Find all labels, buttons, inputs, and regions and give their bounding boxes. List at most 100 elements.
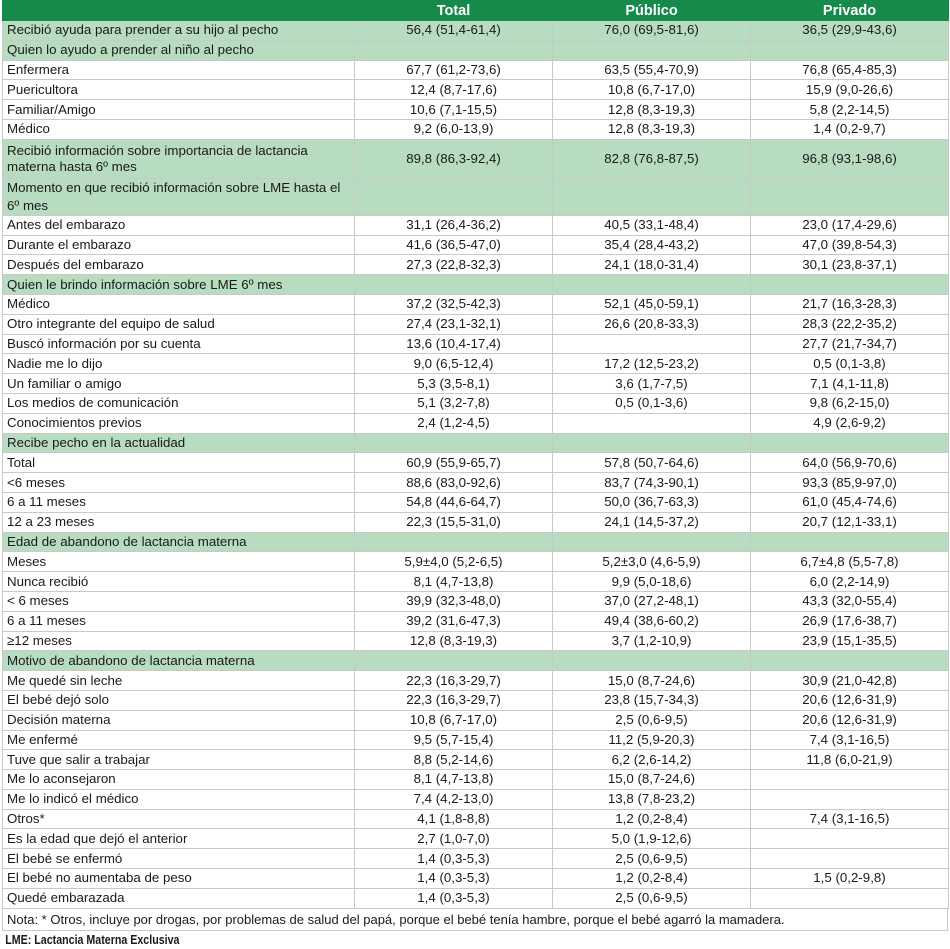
cell-total: 54,8 (44,6-64,7) bbox=[354, 491, 553, 513]
table-row: Me lo aconsejaron 8,1 (4,7-13,8) 15,0 (8,7… bbox=[2, 769, 949, 790]
cell-publico: 11,2 (5,9-20,3) bbox=[552, 729, 751, 751]
row-label: Quedé embarazada bbox=[2, 887, 355, 909]
header-total: Total bbox=[354, 0, 553, 21]
cell-total bbox=[354, 531, 553, 553]
cell-privado bbox=[750, 887, 949, 909]
row-label: Nadie me lo dijo bbox=[2, 353, 355, 375]
table-row: Antes del embarazo 31,1 (26,4-36,2) 40,5 (… bbox=[2, 214, 949, 236]
cell-total: 8,1 (4,7-13,8) bbox=[354, 571, 553, 592]
cell-publico: 35,4 (28,4-43,2) bbox=[552, 234, 751, 256]
cell-total bbox=[354, 274, 553, 295]
cell-privado: 7,1 (4,1-11,8) bbox=[750, 373, 949, 394]
section-row: Recibió ayuda para prender a su hijo al … bbox=[2, 20, 949, 41]
cell-total: 67,7 (61,2-73,6) bbox=[354, 59, 553, 81]
header-publico: Público bbox=[552, 0, 751, 21]
cell-privado: 43,3 (32,0-55,4) bbox=[750, 590, 949, 612]
cell-publico bbox=[552, 333, 751, 355]
row-label: Motivo de abandono de lactancia materna bbox=[2, 650, 355, 672]
row-label: Antes del embarazo bbox=[2, 214, 355, 236]
row-label: Meses bbox=[2, 551, 355, 573]
cell-privado: 47,0 (39,8-54,3) bbox=[750, 234, 949, 256]
cell-publico: 2,5 (0,6-9,5) bbox=[552, 709, 751, 731]
row-label: Otro integrante del equipo de salud bbox=[2, 313, 355, 335]
table-row: Médico 37,2 (32,5-42,3) 52,1 (45,0-59,1) 21… bbox=[2, 293, 949, 315]
cell-publico: 3,6 (1,7-7,5) bbox=[552, 373, 751, 394]
cell-privado: 7,4 (3,1-16,5) bbox=[750, 808, 949, 830]
table-row: Me lo indicó el médico 7,4 (4,2-13,0) 13,8… bbox=[2, 788, 949, 810]
row-label: 12 a 23 meses bbox=[2, 511, 355, 533]
cell-total: 1,4 (0,3-5,3) bbox=[354, 887, 553, 909]
cell-total: 8,8 (5,2-14,6) bbox=[354, 749, 553, 771]
cell-total: 39,9 (32,3-48,0) bbox=[354, 590, 553, 612]
cell-total: 1,4 (0,3-5,3) bbox=[354, 848, 553, 870]
cell-publico: 1,2 (0,2-8,4) bbox=[552, 808, 751, 830]
cell-total: 31,1 (26,4-36,2) bbox=[354, 214, 553, 236]
cell-publico bbox=[552, 274, 751, 295]
row-label: Puericultora bbox=[2, 79, 355, 101]
cell-publico: 57,8 (50,7-64,6) bbox=[552, 452, 751, 474]
section-row: Edad de abandono de lactancia materna bbox=[2, 531, 949, 553]
cell-total: 22,3 (16,3-29,7) bbox=[354, 689, 553, 711]
row-label: Familiar/Amigo bbox=[2, 99, 355, 120]
row-label: Me enfermé bbox=[2, 729, 355, 751]
section-row: Recibe pecho en la actualidad bbox=[2, 432, 949, 454]
row-label: Recibió información sobre importancia de… bbox=[2, 138, 355, 179]
cell-publico: 1,2 (0,2-8,4) bbox=[552, 868, 751, 889]
cell-publico: 49,4 (38,6-60,2) bbox=[552, 610, 751, 632]
row-label: Después del embarazo bbox=[2, 254, 355, 276]
cell-privado: 1,5 (0,2-9,8) bbox=[750, 868, 949, 889]
cell-privado: 5,8 (2,2-14,5) bbox=[750, 99, 949, 120]
cell-publico bbox=[552, 39, 751, 61]
cell-privado: 27,7 (21,7-34,7) bbox=[750, 333, 949, 355]
table-row: Familiar/Amigo 10,6 (7,1-15,5) 12,8 (8,3-1… bbox=[2, 99, 949, 120]
row-label: Buscó información por su cuenta bbox=[2, 333, 355, 355]
cell-privado bbox=[750, 769, 949, 790]
row-label: 6 a 11 meses bbox=[2, 491, 355, 513]
cell-privado bbox=[750, 788, 949, 810]
cell-publico: 63,5 (55,4-70,9) bbox=[552, 59, 751, 81]
cell-publico: 3,7 (1,2-10,9) bbox=[552, 630, 751, 652]
cell-privado: 64,0 (56,9-70,6) bbox=[750, 452, 949, 474]
cell-total bbox=[354, 39, 553, 61]
cell-privado bbox=[750, 432, 949, 454]
row-label: Médico bbox=[2, 118, 355, 140]
table-row: < 6 meses 39,9 (32,3-48,0) 37,0 (27,2-48,1… bbox=[2, 590, 949, 612]
cell-privado bbox=[750, 39, 949, 61]
cell-total: 60,9 (55,9-65,7) bbox=[354, 452, 553, 474]
cell-privado: 6,7±4,8 (5,5-7,8) bbox=[750, 551, 949, 573]
cell-total: 22,3 (16,3-29,7) bbox=[354, 670, 553, 691]
table-row: 6 a 11 meses 54,8 (44,6-64,7) 50,0 (36,7-6… bbox=[2, 491, 949, 513]
section-row: Recibió información sobre importancia de… bbox=[2, 138, 949, 179]
cell-publico: 37,0 (27,2-48,1) bbox=[552, 590, 751, 612]
row-label: Me lo indicó el médico bbox=[2, 788, 355, 810]
cell-total: 5,3 (3,5-8,1) bbox=[354, 373, 553, 394]
table-row: Tuve que salir a trabajar 8,8 (5,2-14,6) 6… bbox=[2, 749, 949, 771]
cell-total: 88,6 (83,0-92,6) bbox=[354, 472, 553, 493]
row-label: Enfermera bbox=[2, 59, 355, 81]
cell-total: 7,4 (4,2-13,0) bbox=[354, 788, 553, 810]
header-privado: Privado bbox=[750, 0, 949, 21]
table-row: Otros* 4,1 (1,8-8,8) 1,2 (0,2-8,4) 7,4 (3,1… bbox=[2, 808, 949, 830]
cell-privado: 61,0 (45,4-74,6) bbox=[750, 491, 949, 513]
cell-privado: 4,9 (2,6-9,2) bbox=[750, 412, 949, 434]
table-row: <6 meses 88,6 (83,0-92,6) 83,7 (74,3-90,1)… bbox=[2, 472, 949, 493]
row-label: Es la edad que dejó el anterior bbox=[2, 828, 355, 850]
cell-total: 10,8 (6,7-17,0) bbox=[354, 709, 553, 731]
cell-privado: 21,7 (16,3-28,3) bbox=[750, 293, 949, 315]
cell-privado: 30,1 (23,8-37,1) bbox=[750, 254, 949, 276]
cell-privado bbox=[750, 177, 949, 216]
cell-privado: 28,3 (22,2-35,2) bbox=[750, 313, 949, 335]
cell-total: 12,8 (8,3-19,3) bbox=[354, 630, 553, 652]
cell-privado: 1,4 (0,2-9,7) bbox=[750, 118, 949, 140]
row-label: Quien le brindo información sobre LME 6º… bbox=[2, 274, 355, 295]
cell-publico bbox=[552, 432, 751, 454]
cell-publico: 5,2±3,0 (4,6-5,9) bbox=[552, 551, 751, 573]
table-row: ≥12 meses 12,8 (8,3-19,3) 3,7 (1,2-10,9) 23… bbox=[2, 630, 949, 652]
cell-publico: 50,0 (36,7-63,3) bbox=[552, 491, 751, 513]
cell-total: 89,8 (86,3-92,4) bbox=[354, 138, 553, 179]
cell-privado: 0,5 (0,1-3,8) bbox=[750, 353, 949, 375]
cell-privado: 20,6 (12,6-31,9) bbox=[750, 709, 949, 731]
table-row: Después del embarazo 27,3 (22,8-32,3) 24,1… bbox=[2, 254, 949, 276]
cell-privado: 23,0 (17,4-29,6) bbox=[750, 214, 949, 236]
table-row: 12 a 23 meses 22,3 (15,5-31,0) 24,1 (14,5-… bbox=[2, 511, 949, 533]
